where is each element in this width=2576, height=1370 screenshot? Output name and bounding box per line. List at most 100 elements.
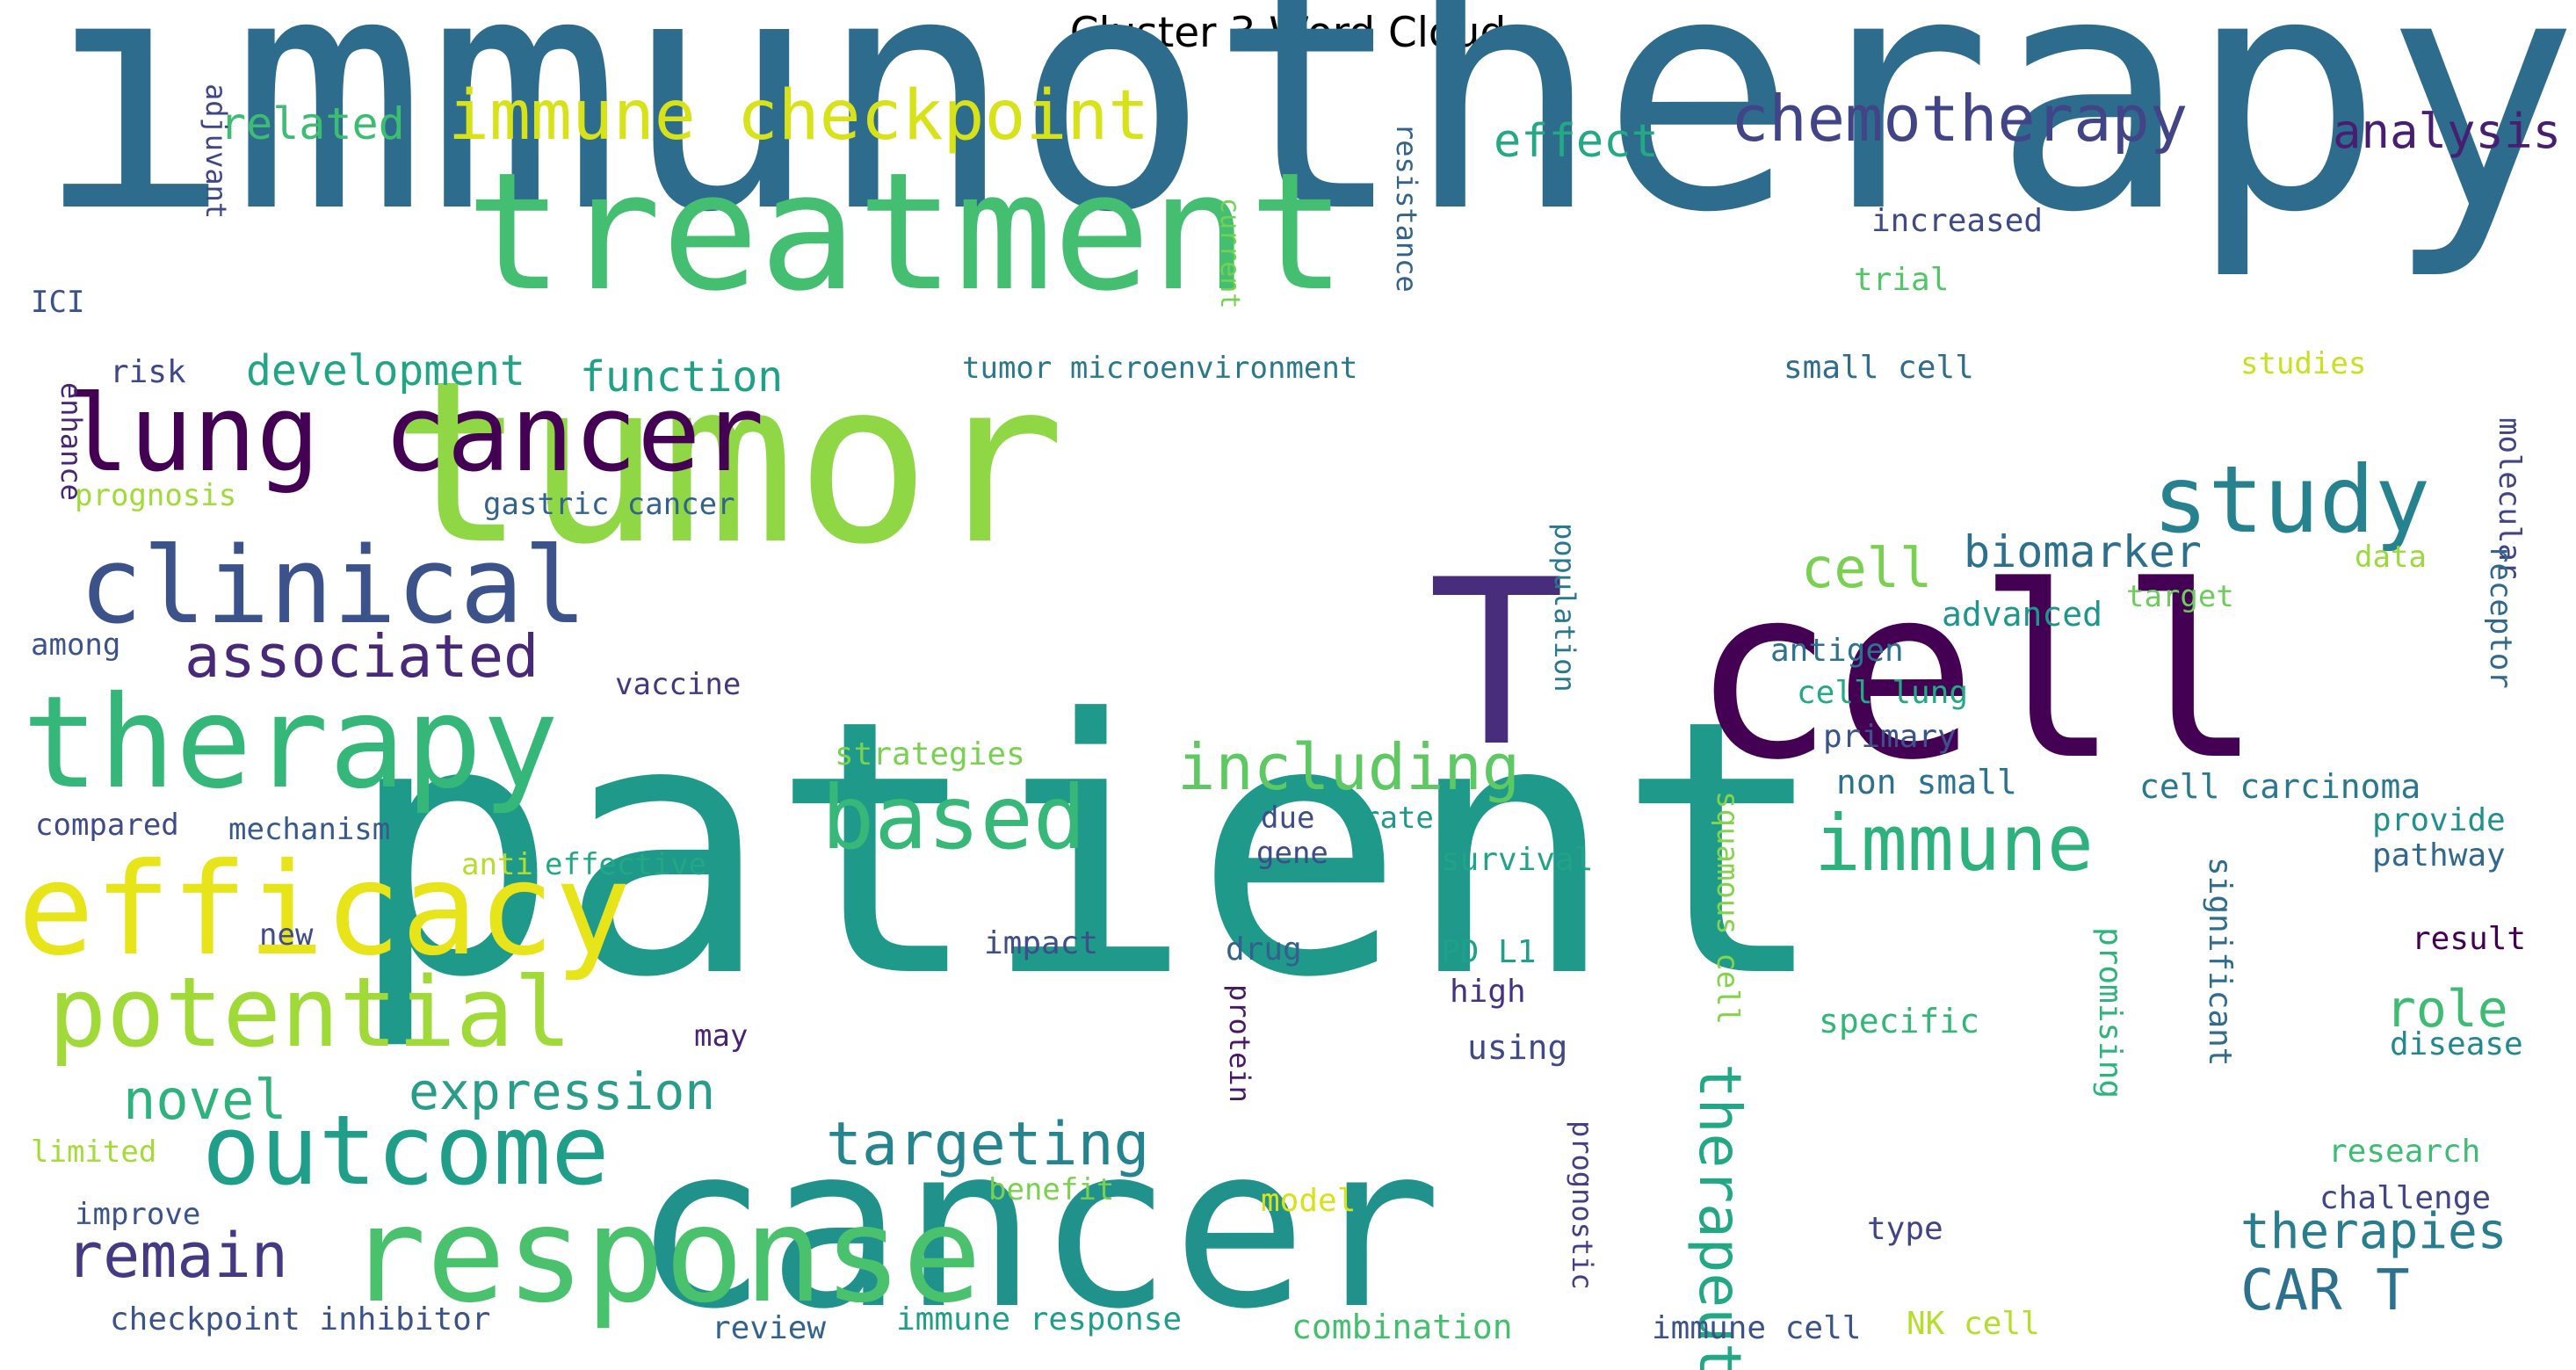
word-patient: patient [347, 646, 1828, 1055]
word-data: data [2355, 540, 2427, 575]
word-disease: disease [2390, 1026, 2523, 1062]
word-combination: combination [1292, 1308, 1513, 1346]
word-enhance: enhance [54, 382, 88, 501]
word-cell: cell [1691, 535, 2262, 812]
word-chemotherapy: chemotherapy [1731, 82, 2188, 156]
word-specific: specific [1819, 1002, 1979, 1040]
word-review: review [712, 1310, 826, 1346]
word-nk-cell: NK cell [1907, 1306, 2040, 1342]
word-may: may [694, 1018, 748, 1054]
word-outcome: outcome [202, 1094, 610, 1207]
word-increased: increased [1871, 203, 2043, 239]
word-clinical: clinical [79, 526, 587, 648]
word-novel: novel [123, 1068, 287, 1132]
word-model: model [1261, 1183, 1356, 1219]
word-targeting: targeting [826, 1110, 1149, 1179]
word-mechanism: mechanism [228, 812, 390, 847]
word-drug: drug [1226, 931, 1302, 968]
word-ici: ICI [31, 285, 84, 320]
word-response: response [347, 1179, 981, 1332]
word-strategies: strategies [835, 736, 1025, 772]
word-new: new [259, 917, 314, 953]
word-adjuvant: adjuvant [199, 83, 233, 219]
word-protein: protein [1223, 984, 1256, 1103]
word-therapeutic: therapeutic [1686, 1063, 1754, 1370]
word-limited: limited [31, 1134, 156, 1170]
word-effect: effect [1494, 115, 1659, 168]
word-high: high [1450, 974, 1526, 1010]
word-expression: expression [409, 1062, 715, 1121]
word-impact: impact [984, 925, 1098, 961]
word-efficacy: efficacy [18, 836, 631, 984]
word-receptor: receptor [2483, 545, 2518, 689]
word-biomarker: biomarker [1964, 526, 2202, 577]
word-provide: provide [2372, 802, 2506, 838]
word-resistance: resistance [1390, 123, 1423, 293]
word-risk: risk [110, 354, 186, 390]
word-effective: effective [545, 847, 706, 882]
word-improve: improve [75, 1197, 200, 1232]
word-immunotherapy: immunotherapy [35, 0, 2576, 284]
word-promising: promising [2092, 927, 2128, 1098]
word-vaccine: vaccine [615, 667, 741, 702]
word-including: including [1177, 730, 1520, 804]
word-challenge: challenge [2319, 1180, 2491, 1216]
word-research: research [2328, 1134, 2480, 1170]
word-due: due [1261, 801, 1314, 836]
word-antigen: antigen [1770, 633, 1904, 669]
word-cell-carcinoma: cell carcinoma [2139, 767, 2420, 806]
word-pathway: pathway [2372, 837, 2506, 873]
word-small-cell: small cell [1784, 350, 1974, 386]
word-checkpoint-inhibitor: checkpoint inhibitor [110, 1301, 490, 1337]
word-role: role [2385, 979, 2508, 1039]
word-cell: cell [1801, 536, 1932, 600]
word-rate: rate [1362, 801, 1434, 836]
word-target: target [2126, 579, 2234, 614]
word-lung-cancer: lung cancer [66, 373, 764, 496]
word-car-t: CAR T [2240, 1258, 2410, 1323]
word-tumor: tumor [391, 333, 1066, 594]
word-squamous-cell: squamous cell [1710, 791, 1745, 1025]
word-cell-lung: cell lung [1797, 675, 1968, 711]
word-prognostic: prognostic [1566, 1120, 1599, 1290]
word-related: related [220, 98, 405, 149]
word-therapies: therapies [2240, 1203, 2507, 1260]
word-development: development [246, 346, 525, 395]
word-prognosis: prognosis [75, 478, 236, 513]
word-molecular: molecular [2492, 417, 2527, 579]
word-advanced: advanced [1942, 595, 2102, 634]
word-cancer: cancer [633, 1098, 1442, 1359]
word-using: using [1467, 1028, 1567, 1067]
word-significant: significant [2202, 857, 2238, 1066]
word-benefit: benefit [988, 1172, 1114, 1207]
word-pd-l1: PD L1 [1441, 934, 1536, 970]
word-immune: immune [1814, 798, 2094, 888]
word-primary: primary [1823, 719, 1957, 755]
word-result: result [2412, 921, 2526, 957]
word-remain: remain [66, 1220, 288, 1292]
word-tumor-microenvironment: tumor microenvironment [962, 351, 1357, 386]
word-among: among [31, 627, 120, 663]
word-type: type [1867, 1211, 1943, 1247]
word-analysis: analysis [2333, 104, 2561, 159]
word-compared: compared [35, 808, 179, 843]
word-associated: associated [185, 622, 539, 691]
word-immune-response: immune response [896, 1301, 1182, 1337]
word-potential: potential [48, 956, 572, 1069]
word-anti: anti [461, 847, 533, 882]
word-gastric-cancer: gastric cancer [483, 487, 735, 522]
word-based: based [821, 766, 1086, 869]
word-current: current [1214, 198, 1245, 308]
word-study: study [2153, 446, 2430, 554]
word-population: population [1548, 523, 1581, 692]
word-function: function [580, 352, 783, 402]
word-immune-checkpoint: immune checkpoint [448, 76, 1149, 156]
chart-title: Cluster 3 Word Cloud [1069, 9, 1507, 57]
word-gene: gene [1256, 836, 1328, 871]
word-studies: studies [2240, 346, 2366, 381]
word-immune-cell: immune cell [1652, 1310, 1861, 1346]
word-survival: survival [1441, 842, 1593, 878]
word-non-small: non small [1836, 763, 2017, 801]
word-treatment: treatment [466, 137, 1346, 327]
